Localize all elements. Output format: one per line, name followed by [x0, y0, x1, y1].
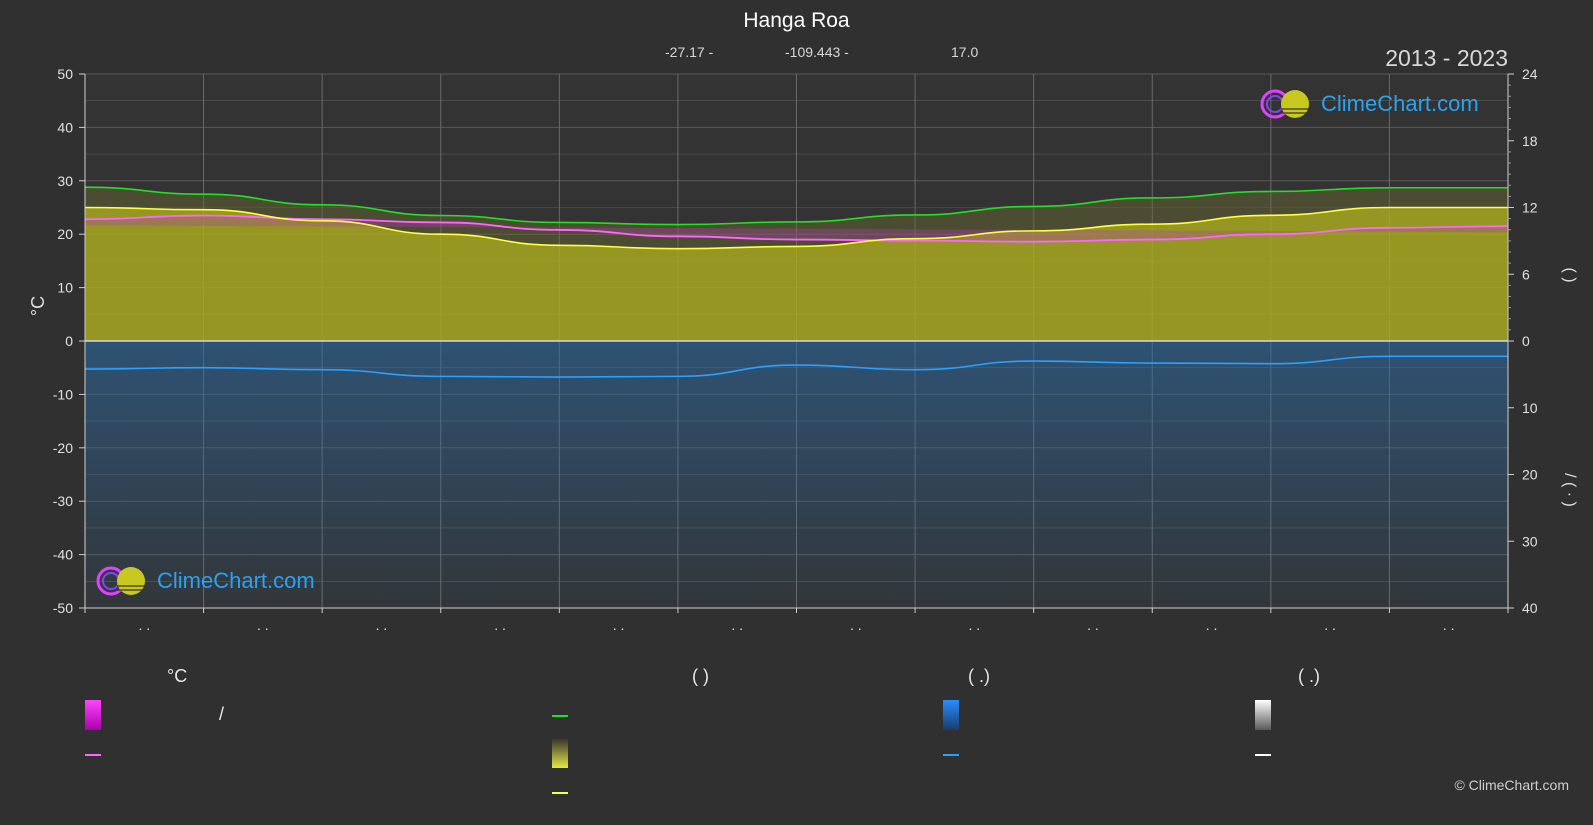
legend-sunshine-line	[552, 792, 568, 794]
data-lines	[84, 186, 1509, 378]
copyright: © ClimeChart.com	[1454, 777, 1569, 793]
month-label: . .	[850, 617, 862, 633]
year-range: 2013 - 2023	[1385, 45, 1508, 71]
precipitation-line	[84, 355, 1508, 378]
month-label: . .	[1324, 617, 1336, 633]
left-tick-label: -50	[53, 600, 73, 616]
chart-title: Hanga Roa	[743, 9, 850, 32]
legend-snow-header: ( .)	[1298, 666, 1320, 686]
legend-day-night-slash: /	[219, 704, 225, 724]
day-temp-band	[85, 215, 1508, 242]
right-tick-label: 24	[1522, 66, 1538, 82]
legend-daylight-line	[552, 715, 568, 717]
right-axis-label-top: ( )	[1561, 267, 1578, 282]
left-tick-label: -10	[53, 386, 73, 402]
legend-rain-swatch	[943, 700, 959, 730]
climechart-logo-icon	[96, 566, 145, 596]
month-label: . .	[969, 617, 981, 633]
logo-bottom[interactable]: ClimeChart.com	[95, 565, 315, 597]
legend-rain-header: ( .)	[968, 666, 990, 686]
left-tick-label: 0	[65, 333, 73, 349]
month-label: . .	[138, 617, 150, 633]
legend-temp-header: °C	[167, 666, 188, 686]
right-axis-label-bottom: / ( · )	[1561, 473, 1578, 507]
left-tick-label: 20	[57, 226, 73, 242]
legend-sunshine-swatch	[552, 738, 568, 768]
legend-daytime-line	[85, 754, 101, 756]
left-tick-label: -30	[53, 493, 73, 509]
right-tick-label: 18	[1522, 133, 1538, 149]
climate-chart: 50 40 30 20 10 0 -10 -20 -30 -40 -50 24 18 12 6 0 10 20 30…	[28, 66, 1578, 633]
legend-sun-header: ( )	[692, 666, 709, 686]
logo-text: ClimeChart.com	[157, 568, 315, 593]
logo-top[interactable]: ClimeChart.com	[1259, 88, 1479, 120]
sunshine-area	[85, 207, 1508, 341]
right-tick-label: 20	[1522, 467, 1538, 483]
latitude-label: -27.17 -	[665, 44, 714, 60]
legend-rain-line	[943, 754, 959, 756]
left-tick-label: 10	[57, 280, 73, 296]
axes: 50 40 30 20 10 0 -10 -20 -30 -40 -50 24 18 12 6 0 10 20 30…	[28, 66, 1578, 633]
logo-text: ClimeChart.com	[1321, 91, 1479, 116]
month-label: . .	[731, 617, 743, 633]
legend-snow-swatch	[1255, 700, 1271, 730]
elevation-label: 17.0	[951, 44, 979, 60]
month-label: . .	[1087, 617, 1099, 633]
daytime-temp-line	[84, 214, 1509, 243]
month-label: . .	[1443, 617, 1455, 633]
y-axis-label: °C	[28, 296, 48, 316]
daylight-band	[85, 187, 1508, 249]
right-tick-label: 10	[1522, 400, 1538, 416]
month-label: . .	[376, 617, 388, 633]
climechart-logo-icon	[1260, 89, 1309, 119]
month-label: . .	[613, 617, 625, 633]
left-tick-label: 30	[57, 173, 73, 189]
right-tick-label: 40	[1522, 600, 1538, 616]
left-tick-label: 40	[57, 119, 73, 135]
left-tick-label: -20	[53, 440, 73, 456]
left-tick-label: 50	[57, 66, 73, 82]
legend-day-night-swatch	[85, 700, 101, 730]
right-tick-label: 6	[1522, 266, 1530, 282]
rain-area	[85, 341, 1508, 608]
month-label: . .	[494, 617, 506, 633]
month-label: . .	[257, 617, 269, 633]
longitude-label: -109.443 -	[785, 44, 849, 60]
right-tick-label: 30	[1522, 533, 1538, 549]
daylight-hours-line	[84, 186, 1508, 226]
right-tick-label: 12	[1522, 200, 1538, 216]
month-label: . .	[1206, 617, 1218, 633]
data-fills	[85, 187, 1508, 608]
left-tick-label: -40	[53, 547, 73, 563]
right-tick-label: 0	[1522, 333, 1530, 349]
legend-snow-line	[1255, 754, 1271, 756]
sunshine-hours-line	[84, 206, 1508, 250]
